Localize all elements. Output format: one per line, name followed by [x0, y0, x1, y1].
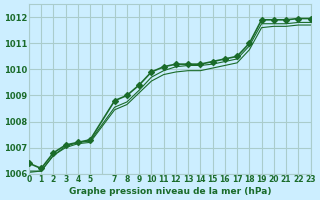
- X-axis label: Graphe pression niveau de la mer (hPa): Graphe pression niveau de la mer (hPa): [68, 187, 271, 196]
